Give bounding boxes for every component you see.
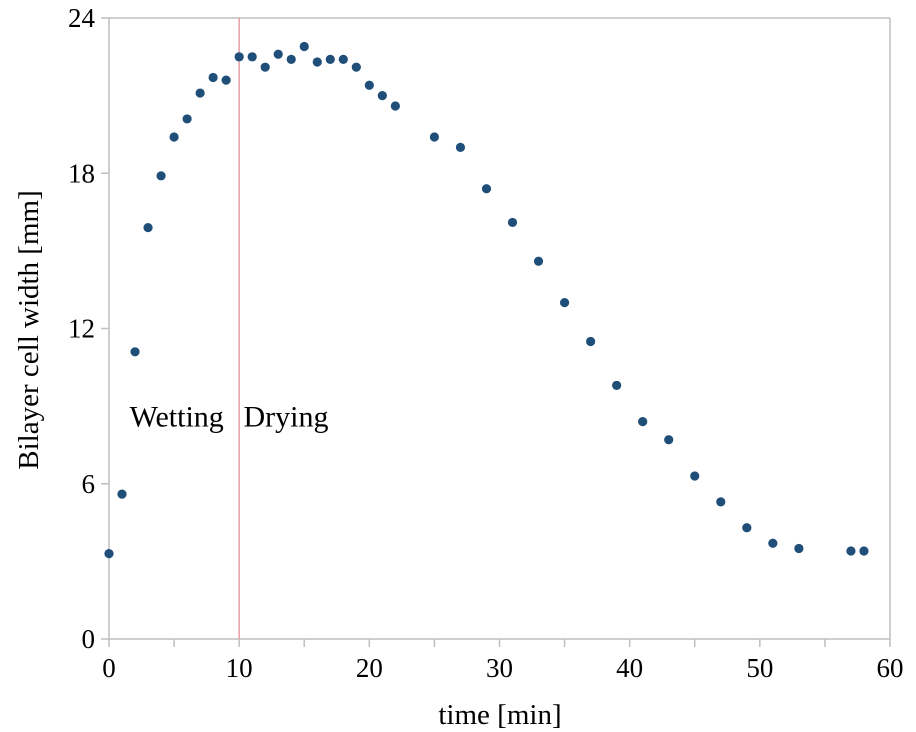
data-point [742,523,752,533]
data-point [455,142,466,152]
data-point [638,417,648,427]
annotation-drying: Drying [244,400,329,433]
data-point [143,222,153,233]
data-point [377,91,387,101]
data-point [312,57,322,67]
data-point [247,52,257,62]
y-tick-label: 24 [68,3,96,33]
annotation-wetting: Wetting [130,400,224,433]
data-point [260,62,270,72]
data-point [559,298,570,308]
data-point [429,132,440,142]
x-tick-label: 0 [102,653,116,683]
y-tick-label: 18 [68,158,95,188]
data-point [768,538,778,548]
data-point [234,52,244,62]
data-point [664,435,674,445]
x-tick-label: 20 [356,653,383,683]
data-point [364,80,374,90]
data-point [612,380,622,391]
data-point [716,497,726,507]
x-tick-label: 60 [877,653,904,683]
data-point [794,543,804,554]
y-tick-label: 0 [82,624,96,654]
data-point [481,184,492,194]
data-point [690,471,700,481]
x-tick-label: 30 [486,653,513,683]
data-point [299,41,309,52]
data-point [351,62,361,72]
labels: time [min] Bilayer cell width [mm] Wetti… [13,190,562,731]
data-point [325,54,335,64]
y-axis-label: Bilayer cell width [mm] [13,190,45,469]
data-point [859,546,869,556]
y-tick-label: 6 [82,469,96,499]
data-point [104,549,114,559]
x-tick-label: 50 [746,653,773,683]
data-point [338,54,348,64]
axes: 0 10 20 30 40 50 60 0 6 12 18 24 [68,3,904,683]
data-point [221,75,231,85]
y-tick-label: 12 [68,314,95,344]
data-point [208,72,218,83]
data-point [182,114,192,124]
x-axis-label: time [min] [438,699,561,731]
data-point [273,49,283,59]
data-point [195,88,205,98]
data-point [130,347,140,357]
data-point [507,217,518,228]
data-point [390,101,400,111]
data-point [156,171,166,181]
data-points [104,41,869,559]
data-point [533,256,544,266]
data-point [286,54,296,64]
x-tick-label: 40 [616,653,643,683]
data-point [846,546,856,556]
data-point [586,336,596,347]
data-point [117,489,127,499]
data-point [169,132,179,142]
x-tick-label: 10 [226,653,253,683]
